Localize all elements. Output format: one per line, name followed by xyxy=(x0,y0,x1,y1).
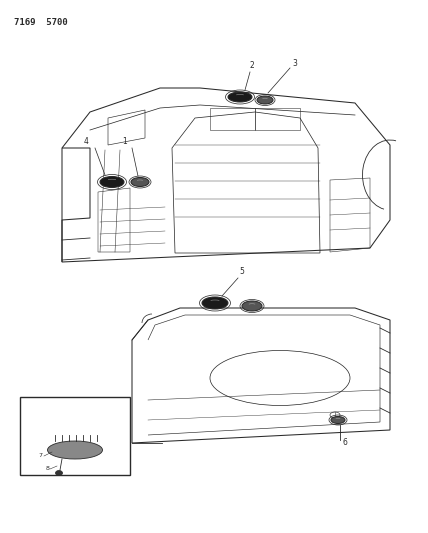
Ellipse shape xyxy=(100,176,124,188)
Text: 7: 7 xyxy=(38,453,42,458)
Ellipse shape xyxy=(228,92,252,102)
Ellipse shape xyxy=(242,301,262,311)
Ellipse shape xyxy=(202,297,228,309)
Text: 5: 5 xyxy=(240,267,244,276)
Text: 1: 1 xyxy=(123,137,128,146)
Ellipse shape xyxy=(331,416,345,424)
Ellipse shape xyxy=(131,177,149,187)
Text: 7169  5700: 7169 5700 xyxy=(14,18,68,27)
Ellipse shape xyxy=(56,471,62,475)
Ellipse shape xyxy=(48,441,102,459)
Text: 4: 4 xyxy=(83,137,89,146)
Text: 6: 6 xyxy=(342,438,348,447)
Text: 8: 8 xyxy=(46,466,50,471)
Text: 2: 2 xyxy=(250,61,254,70)
Ellipse shape xyxy=(257,96,273,104)
Text: 3: 3 xyxy=(293,59,297,68)
